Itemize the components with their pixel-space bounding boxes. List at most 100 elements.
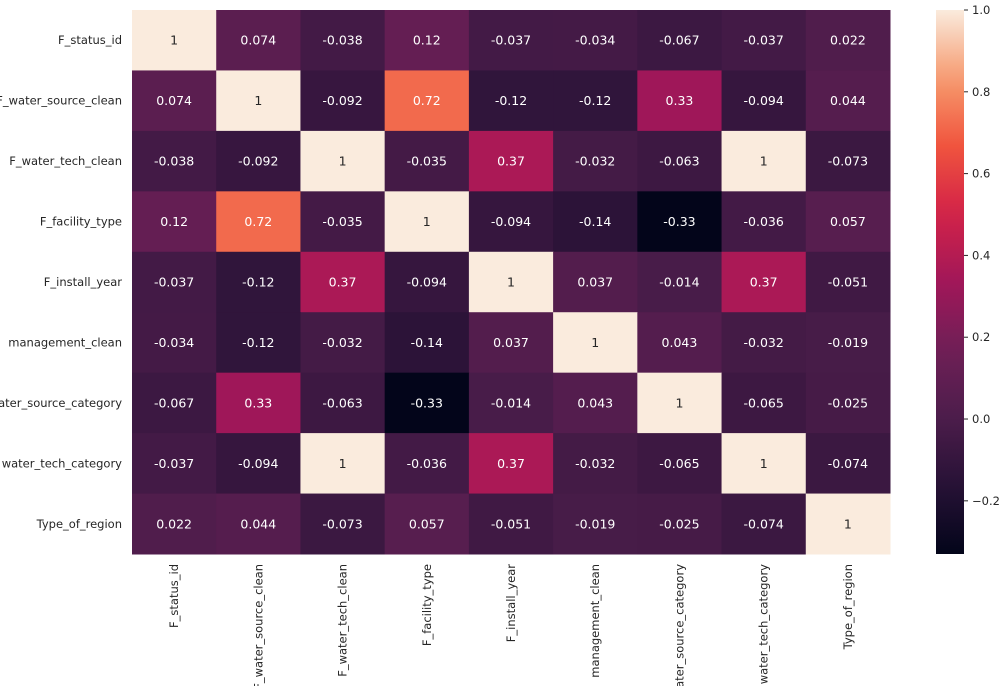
heatmap-cell-value: -0.032 bbox=[744, 335, 784, 350]
heatmap-cell-value: -0.12 bbox=[495, 93, 527, 108]
heatmap-cell-value: 0.37 bbox=[497, 154, 525, 169]
heatmap-cell-value: 0.022 bbox=[830, 33, 866, 48]
heatmap-cell-value: -0.094 bbox=[407, 275, 447, 290]
heatmap-cell-value: -0.12 bbox=[579, 93, 611, 108]
heatmap-cell bbox=[384, 372, 470, 434]
heatmap-cell-value: 0.72 bbox=[413, 93, 441, 108]
heatmap-cell-value: -0.065 bbox=[659, 456, 699, 471]
colorbar-tick-label: 0.4 bbox=[972, 248, 990, 262]
heatmap-cell bbox=[805, 191, 891, 253]
heatmap-cell bbox=[132, 493, 217, 555]
y-axis-tick-label: Type_of_region bbox=[36, 517, 122, 531]
heatmap-cell-value: -0.067 bbox=[659, 33, 699, 48]
heatmap-cell bbox=[721, 130, 807, 192]
heatmap-cell bbox=[468, 312, 554, 374]
heatmap-cell-value: -0.019 bbox=[828, 335, 868, 350]
x-axis-tick-label: Type_of_region bbox=[841, 564, 855, 650]
heatmap-cell bbox=[300, 130, 386, 192]
y-axis-tick-label: management_clean bbox=[8, 335, 122, 349]
heatmap-cell bbox=[553, 312, 638, 374]
heatmap-cell bbox=[721, 10, 807, 71]
heatmap-cell-value: -0.035 bbox=[322, 214, 362, 229]
heatmap-cell-value: -0.094 bbox=[238, 456, 278, 471]
colorbar-tick-label: 0.0 bbox=[972, 412, 990, 426]
heatmap-cell-value: 0.37 bbox=[497, 456, 525, 471]
heatmap-cell-value: 0.33 bbox=[244, 395, 272, 410]
heatmap-cell bbox=[300, 433, 386, 495]
heatmap-cell-value: -0.33 bbox=[411, 395, 443, 410]
heatmap-cell-value: -0.073 bbox=[322, 516, 362, 531]
heatmap-cell-value: 1 bbox=[675, 395, 683, 410]
heatmap-cell-value: 0.043 bbox=[662, 335, 698, 350]
heatmap-cell bbox=[132, 10, 217, 71]
heatmap-cell bbox=[721, 372, 807, 434]
heatmap-cell-value: -0.33 bbox=[663, 214, 695, 229]
heatmap-cell-value: 0.33 bbox=[666, 93, 694, 108]
heatmap-cell bbox=[132, 312, 217, 374]
heatmap-cell-value: 1 bbox=[760, 456, 768, 471]
heatmap-cell bbox=[637, 191, 723, 253]
heatmap-cell bbox=[468, 372, 554, 434]
heatmap-cell bbox=[553, 130, 638, 192]
heatmap-cell bbox=[637, 493, 723, 555]
heatmap-cell-value: 1 bbox=[339, 154, 347, 169]
heatmap-cells bbox=[132, 10, 891, 555]
heatmap-cell-value: -0.051 bbox=[828, 275, 868, 290]
heatmap-cell-value: 1 bbox=[254, 93, 262, 108]
y-axis-tick-label: F_status_id bbox=[58, 33, 122, 47]
heatmap-cell bbox=[468, 10, 554, 71]
heatmap-cell bbox=[216, 251, 301, 313]
heatmap-cell bbox=[300, 70, 386, 132]
heatmap-cell-value: -0.025 bbox=[828, 395, 868, 410]
heatmap-cell bbox=[721, 191, 807, 253]
heatmap-cell bbox=[805, 251, 891, 313]
heatmap-cell bbox=[637, 70, 723, 132]
heatmap-cell bbox=[721, 70, 807, 132]
heatmap-cell-value: 0.72 bbox=[244, 214, 272, 229]
heatmap-cell bbox=[300, 10, 386, 71]
x-axis-tick-label: F_water_source_clean bbox=[251, 564, 265, 686]
heatmap-cell bbox=[553, 251, 638, 313]
y-axis-tick-label: F_water_tech_clean bbox=[9, 154, 122, 168]
heatmap-cell bbox=[805, 312, 891, 374]
x-axis-tick-label: F_facility_type bbox=[420, 564, 434, 646]
heatmap-cell bbox=[384, 70, 470, 132]
heatmap-cell bbox=[384, 191, 470, 253]
heatmap-cell bbox=[384, 10, 470, 71]
heatmap-cell bbox=[468, 493, 554, 555]
colorbar-tick-label: 0.6 bbox=[972, 167, 990, 181]
heatmap-cell bbox=[216, 191, 301, 253]
heatmap-cell-value: 0.022 bbox=[156, 516, 192, 531]
heatmap-cell-value: -0.037 bbox=[154, 456, 194, 471]
heatmap-cell bbox=[805, 433, 891, 495]
heatmap-cell-value: -0.038 bbox=[322, 33, 362, 48]
heatmap-cell-value: -0.014 bbox=[491, 395, 531, 410]
x-axis-tick-label: F_status_id bbox=[167, 564, 181, 628]
heatmap-cell bbox=[468, 251, 554, 313]
heatmap-cell-value: 0.057 bbox=[830, 214, 866, 229]
y-axis-tick-label: water_tech_category bbox=[2, 456, 122, 470]
heatmap-cell bbox=[132, 372, 217, 434]
heatmap-cell-value: -0.12 bbox=[242, 335, 274, 350]
heatmap-cell bbox=[384, 312, 470, 374]
heatmap-cell-value: 0.37 bbox=[329, 275, 357, 290]
heatmap-cell bbox=[553, 493, 638, 555]
heatmap-cell bbox=[300, 493, 386, 555]
heatmap-cell-value: -0.019 bbox=[575, 516, 615, 531]
y-axis-tick-labels: F_status_id F_water_source_clean F_water_t… bbox=[0, 33, 122, 531]
heatmap-cell bbox=[300, 191, 386, 253]
heatmap-cell-value: -0.034 bbox=[575, 33, 615, 48]
heatmap-cell-value: -0.063 bbox=[659, 154, 699, 169]
heatmap-cell bbox=[637, 251, 723, 313]
y-axis-tick-label: water_source_category bbox=[0, 396, 122, 410]
heatmap-cell-value: 0.037 bbox=[577, 275, 613, 290]
heatmap-cell bbox=[384, 493, 470, 555]
heatmap-cell bbox=[637, 10, 723, 71]
heatmap-cell bbox=[805, 10, 891, 71]
y-axis-tick-label: F_install_year bbox=[44, 275, 122, 289]
heatmap-cell bbox=[132, 433, 217, 495]
heatmap-cell-value: -0.14 bbox=[411, 335, 443, 350]
heatmap-cell-labels: 1 0.074 -0.038 0.12 -0.037 -0.034 -0.067 -0.037… bbox=[154, 33, 868, 532]
heatmap-cell bbox=[216, 312, 301, 374]
